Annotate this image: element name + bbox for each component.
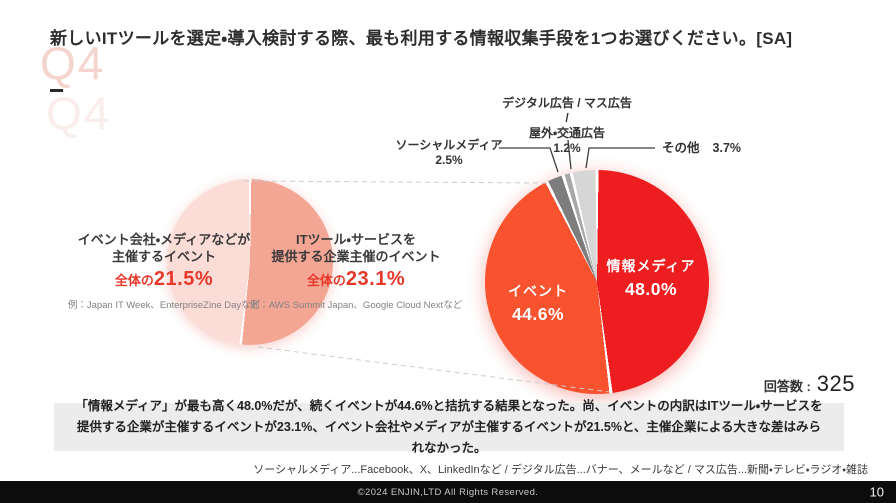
respondent-count-value: 325 bbox=[816, 371, 855, 396]
summary-box: 「情報メディア」が最も高く48.0%だが、続くイベントが44.6%と拮抗する結果… bbox=[54, 399, 844, 455]
title-underline-dash bbox=[50, 89, 63, 92]
breakdown-label-organizer-events: イベント会社・メディアなどが 主催するイベント 全体の21.5% 例：Japan… bbox=[53, 231, 275, 311]
slice-label-event: イベント 44.6% bbox=[508, 283, 568, 324]
callout-digital-ads: デジタル広告 / マス広告 / 屋外・交通広告 1.2% bbox=[502, 96, 632, 155]
footnote: ソーシャルメディア...Facebook、X、LinkedInなど / デジタル… bbox=[253, 464, 868, 476]
copyright-text: ©2024 ENJIN,LTD All Rights Reserved. bbox=[357, 486, 539, 498]
breakdown-organizer-example: 例：Japan IT Week、EnterpriseZine Dayなど bbox=[67, 300, 261, 312]
page-number: 10 bbox=[869, 484, 884, 500]
summary-text: 「情報メディア」が最も高く48.0%だが、続くイベントが44.6%と拮抗する結果… bbox=[75, 398, 823, 455]
breakdown-organizer-percent: 全体の21.5% bbox=[114, 268, 214, 291]
event-breakdown-pie bbox=[167, 179, 333, 345]
respondent-count: 回答数 : 325 bbox=[764, 371, 855, 397]
breakdown-label-vendor-events: ITツール・サービスを 提供する企業主催のイベント 全体の23.1% 例：AWS… bbox=[247, 231, 465, 311]
callout-other: その他 3.7% bbox=[662, 141, 742, 155]
breakdown-organizer-name: イベント会社・メディアなどが 主催するイベント bbox=[77, 232, 251, 265]
footer-bar: ©2024 ENJIN,LTD All Rights Reserved. 10 bbox=[0, 481, 896, 503]
page-title: 新しいITツールを選定・導入検討する際、最も利用する情報収集手段を1つお選びくだ… bbox=[50, 29, 793, 48]
breakdown-vendor-percent: 全体の23.1% bbox=[306, 268, 406, 291]
slice-label-info-media: 情報メディア 48.0% bbox=[606, 258, 696, 299]
q4-watermark-echo: Q4 bbox=[46, 87, 112, 139]
breakdown-dashed-line-top bbox=[244, 180, 549, 184]
breakdown-vendor-example: 例：AWS Summit Japan、Google Cloud Nextなど bbox=[249, 300, 463, 312]
breakdown-vendor-name: ITツール・サービスを 提供する企業主催のイベント bbox=[271, 232, 441, 265]
respondent-count-label: 回答数 : bbox=[763, 379, 811, 394]
callout-social-media: ソーシャルメディア 2.5% bbox=[395, 138, 503, 167]
